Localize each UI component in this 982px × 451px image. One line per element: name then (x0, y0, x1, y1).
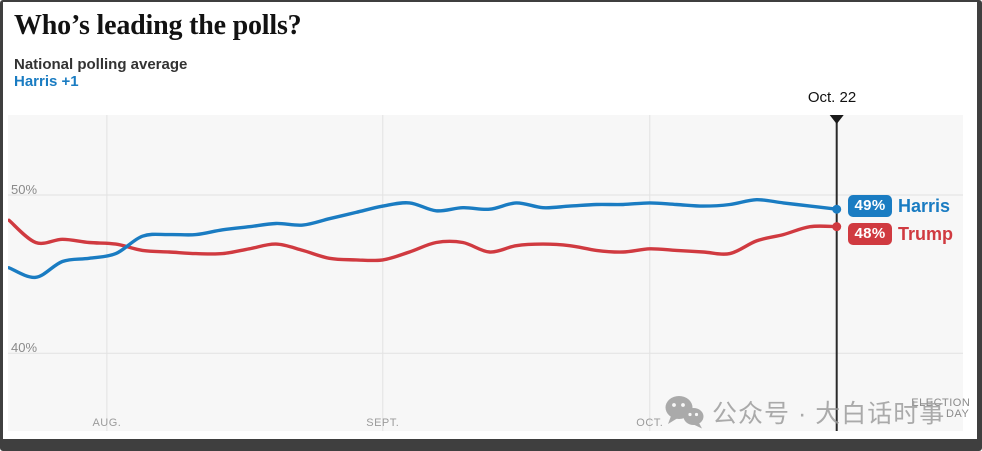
trump-value-badge: 48% (848, 223, 892, 246)
y-axis-tick-40: 40% (11, 340, 38, 356)
polling-line-chart (8, 115, 963, 431)
x-axis-tick-aug: AUG. (92, 417, 122, 429)
polling-lead: Harris +1 (14, 73, 79, 90)
harris-value-badge: 49% (848, 195, 892, 218)
harris-series-label: Harris (898, 196, 951, 217)
x-axis-tick-oct: OCT. (636, 417, 664, 429)
chart-plot-area: 50% 40% AUG. SEPT. OCT. ELECTION DAY 49%… (8, 115, 970, 431)
y-axis-tick-50: 50% (11, 182, 38, 197)
chart-subtitle: National polling average (14, 56, 188, 73)
page-title: Who’s leading the polls? (14, 10, 302, 41)
marker-date-label: Oct. 22 (807, 89, 857, 106)
x-axis-tick-election-day: ELECTION DAY (911, 397, 971, 420)
trump-series-label: Trump (898, 224, 954, 245)
x-axis-tick-sept: SEPT. (366, 417, 400, 429)
